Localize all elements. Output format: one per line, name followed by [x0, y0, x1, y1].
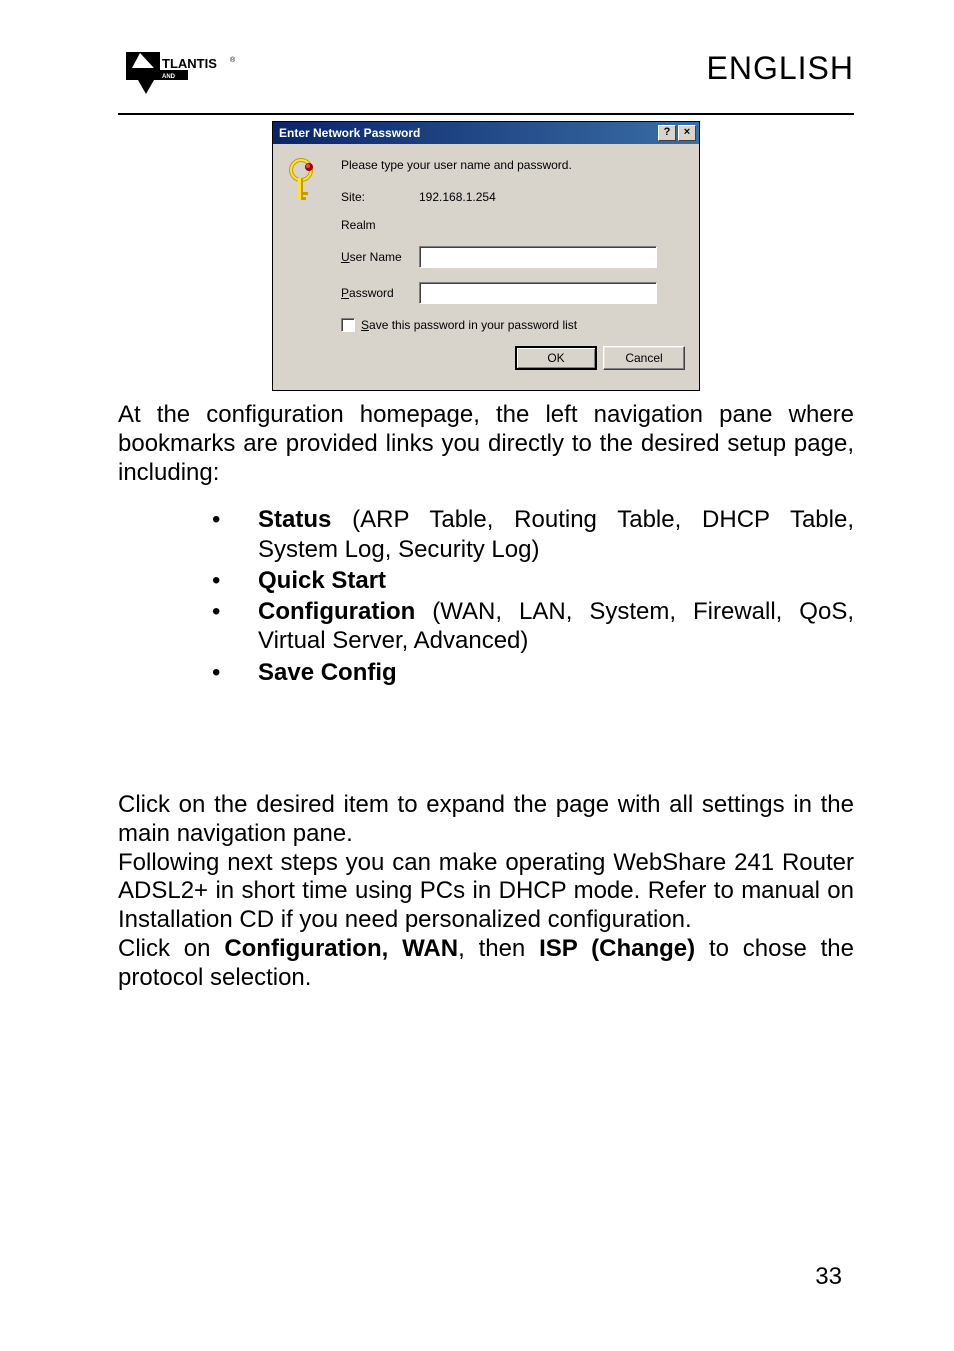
- dialog-intro-text: Please type your user name and password.: [341, 158, 685, 172]
- save-password-label: Save this password in your password list: [361, 318, 577, 332]
- page-number: 33: [815, 1263, 842, 1291]
- body-paragraph: Following next steps you can make operat…: [118, 849, 854, 935]
- intro-paragraph: At the configuration homepage, the left …: [118, 401, 854, 487]
- body-paragraph: Click on the desired item to expand the …: [118, 791, 854, 849]
- ok-button[interactable]: OK: [515, 346, 597, 370]
- site-value: 192.168.1.254: [419, 190, 496, 204]
- list-item: Quick Start: [212, 566, 854, 595]
- network-password-dialog: Enter Network Password ? ×: [272, 121, 700, 391]
- password-input[interactable]: [419, 282, 657, 304]
- navigation-bullet-list: Status (ARP Table, Routing Table, DHCP T…: [118, 505, 854, 687]
- list-item: Save Config: [212, 658, 854, 687]
- username-input[interactable]: [419, 246, 657, 268]
- list-item: Status (ARP Table, Routing Table, DHCP T…: [212, 505, 854, 564]
- svg-text:TLANTIS: TLANTIS: [162, 56, 217, 71]
- body-paragraph: Click on Configuration, WAN, then ISP (C…: [118, 935, 854, 993]
- dialog-titlebar: Enter Network Password ? ×: [273, 122, 699, 144]
- cancel-button[interactable]: Cancel: [603, 346, 685, 370]
- list-item: Configuration (WAN, LAN, System, Firewal…: [212, 597, 854, 656]
- password-label: Password: [341, 286, 419, 300]
- header-divider: [118, 113, 854, 115]
- save-password-checkbox[interactable]: [341, 318, 355, 332]
- realm-label: Realm: [341, 218, 419, 232]
- language-label: ENGLISH: [707, 50, 854, 87]
- dialog-title: Enter Network Password: [279, 126, 420, 140]
- key-icon: [287, 158, 323, 202]
- username-label: User Name: [341, 250, 419, 264]
- close-button[interactable]: ×: [678, 125, 696, 141]
- help-button[interactable]: ?: [658, 125, 676, 141]
- svg-text:®: ®: [230, 56, 236, 64]
- svg-text:AND: AND: [162, 74, 176, 80]
- site-label: Site:: [341, 190, 419, 204]
- brand-logo: TLANTIS ® AND: [118, 50, 248, 105]
